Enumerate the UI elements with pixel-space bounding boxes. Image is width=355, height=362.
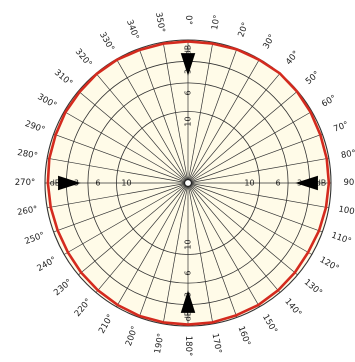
- angular-tick-label: 330°: [97, 30, 116, 53]
- angular-tick-label: 80°: [340, 148, 355, 160]
- radial-tick-label: 10: [121, 179, 131, 188]
- angular-tick-label: 180°: [183, 336, 193, 356]
- angular-tick-label: 140°: [282, 297, 303, 319]
- angular-tick-label: 290°: [23, 119, 46, 135]
- grid-ring: [44, 39, 332, 327]
- grid-ring: [116, 111, 260, 255]
- angular-tick-label: 10°: [210, 14, 222, 31]
- axis-marker: [295, 175, 318, 191]
- radial-tick-label: dB: [184, 311, 193, 322]
- angular-tick-label: 150°: [260, 313, 279, 336]
- angular-tick-label: 90°: [343, 178, 355, 188]
- angular-tick-label: 120°: [318, 255, 341, 274]
- angular-tick-label: 110°: [330, 231, 353, 247]
- angular-tick-label: 320°: [73, 47, 94, 69]
- radial-tick-label: dB: [184, 45, 193, 56]
- angular-tick-label: 190°: [153, 333, 166, 355]
- axis-markers: [58, 53, 318, 313]
- radial-tick-label: 6: [184, 271, 193, 276]
- series-line: [46, 40, 331, 326]
- angular-tick-label: 300°: [35, 92, 58, 111]
- angular-tick-label: 30°: [261, 33, 277, 51]
- angular-tick-label: 250°: [23, 231, 46, 247]
- angular-tick-label: 170°: [210, 333, 223, 355]
- angular-tick-label: 60°: [320, 93, 338, 109]
- axis-marker: [180, 290, 196, 313]
- radial-tick-label: 6: [95, 179, 100, 188]
- angular-tick-label: 40°: [284, 49, 301, 67]
- angular-tick-label: 50°: [304, 70, 322, 87]
- radial-tick-label: 6: [184, 90, 193, 95]
- angular-tick-label: 0°: [183, 15, 193, 25]
- angular-tick-label: 310°: [52, 68, 74, 89]
- grid-ring: [87, 82, 289, 284]
- angular-tick-label: 160°: [236, 325, 252, 348]
- angular-tick-label: 230°: [52, 277, 74, 298]
- angular-tick-label: 70°: [332, 120, 350, 135]
- angular-tick-label: 200°: [124, 325, 140, 348]
- angular-tick-label: 220°: [73, 297, 94, 319]
- angular-tick-label: 340°: [124, 18, 140, 41]
- angular-tick-label: 20°: [236, 21, 251, 39]
- radial-tick-label: dB: [316, 179, 327, 188]
- series-layer: [46, 40, 331, 326]
- axis-marker: [180, 53, 196, 76]
- angular-tick-label: 280°: [17, 148, 39, 161]
- angular-tick-label: 100°: [338, 205, 355, 218]
- radial-tick-label: 10: [244, 179, 254, 188]
- angular-tick-label: 350°: [153, 12, 166, 34]
- angular-tick-label: 130°: [302, 277, 324, 298]
- radial-tick-label: 10: [184, 239, 193, 249]
- axis-marker: [58, 175, 81, 191]
- radial-tick-label: 6: [276, 179, 281, 188]
- radial-tick-label: dB: [50, 179, 61, 188]
- angular-tick-label: 210°: [97, 313, 116, 336]
- radial-tick-label: 10: [184, 116, 193, 126]
- angular-tick-label: 270°: [15, 178, 35, 188]
- center-point: [183, 178, 193, 188]
- angular-tick-label: 260°: [17, 205, 39, 218]
- polar-grid: [44, 39, 332, 327]
- angular-tick-label: 240°: [35, 255, 58, 274]
